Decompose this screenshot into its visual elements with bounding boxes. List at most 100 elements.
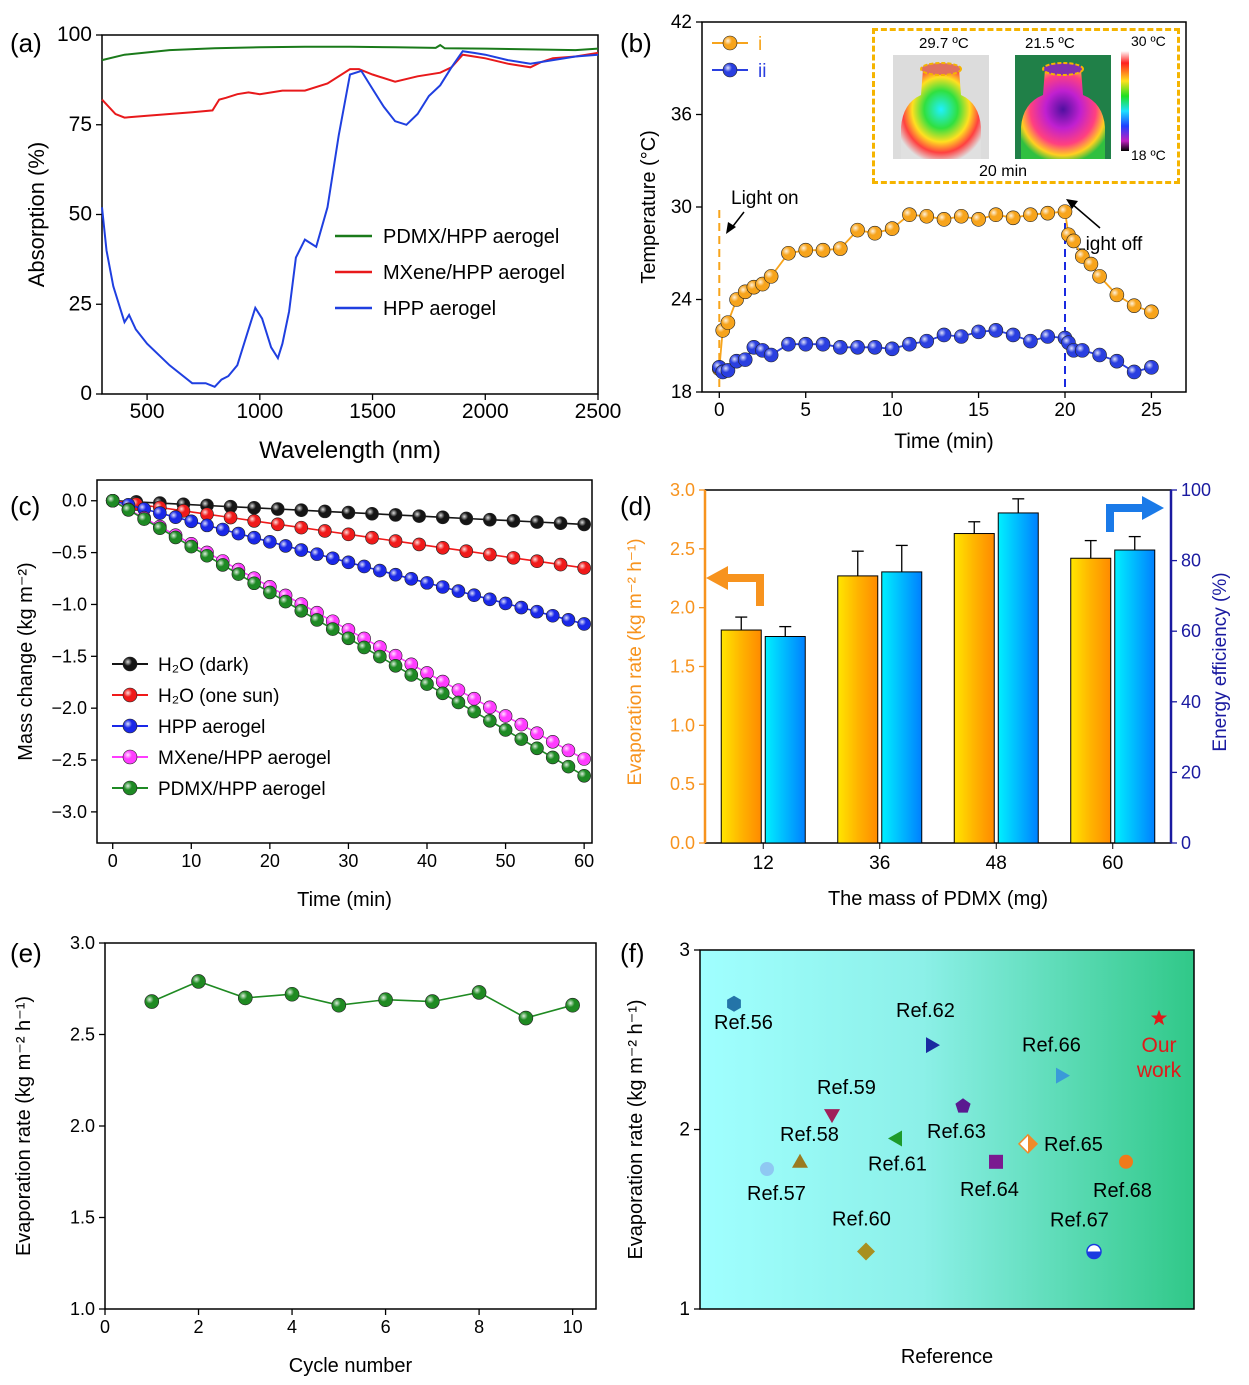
label-marker-ref-68: Ref.68 xyxy=(1093,1180,1152,1202)
series-2-point-shine xyxy=(499,596,513,610)
x-tick-label: 0 xyxy=(108,851,118,871)
series-0-point-shine xyxy=(365,507,379,521)
series-3-point-shine xyxy=(451,683,465,697)
x-tick-label: 2000 xyxy=(462,400,509,423)
plot-frame xyxy=(101,34,599,395)
y-right-tick-label: 0 xyxy=(1181,833,1191,853)
series-1-point-shine xyxy=(1023,334,1038,349)
series-0-point-shine xyxy=(798,243,813,258)
series-point-shine xyxy=(191,974,206,989)
series-point-shine xyxy=(144,994,159,1009)
series-3-point-shine xyxy=(561,743,575,757)
y-tick-label: 25 xyxy=(69,292,92,315)
x-tick-label: 1000 xyxy=(236,400,283,423)
series-0-point-shine xyxy=(867,226,882,241)
series-4-point-shine xyxy=(153,521,167,535)
series-1-point-shine xyxy=(1006,327,1021,342)
thermal-color-scale xyxy=(1121,51,1129,151)
series-1-point-shine xyxy=(1109,354,1124,369)
x-tick-label: 60 xyxy=(574,851,594,871)
series-1-point-shine xyxy=(816,337,830,352)
series-1-point-shine xyxy=(530,554,544,568)
x-axis-label: Time (min) xyxy=(894,430,994,453)
y-tick-label: −1.0 xyxy=(51,594,87,614)
x-tick-label: 15 xyxy=(968,400,989,421)
y-axis-label: Absorption (%) xyxy=(24,142,49,288)
x-axis-label: Reference xyxy=(901,1346,993,1368)
series-3-point-shine xyxy=(530,726,544,740)
series-0-point-shine xyxy=(436,510,450,524)
x-tick-label: 6 xyxy=(381,1317,391,1337)
x-axis-label: Cycle number xyxy=(289,1355,413,1377)
series-1-point-shine xyxy=(271,517,285,531)
marker-ref-62 xyxy=(926,1037,940,1054)
y-tick-label: 36 xyxy=(671,105,692,126)
x-axis-label: Wavelength (nm) xyxy=(259,437,441,464)
series-4-point-shine xyxy=(263,585,277,599)
marker-ref-58 xyxy=(792,1153,808,1168)
plot-frame xyxy=(104,942,597,1310)
series-4-point-shine xyxy=(231,567,245,581)
bar-1 xyxy=(881,571,923,844)
label-marker-ref-64: Ref.64 xyxy=(960,1179,1019,1201)
series-2-point-shine xyxy=(420,576,434,590)
x-tick-label: 5 xyxy=(800,400,811,421)
series-2-point-shine xyxy=(530,605,544,619)
series-2-point-shine xyxy=(279,539,293,553)
label-our-work-line1: Our xyxy=(1141,1034,1176,1057)
series-line-1 xyxy=(101,51,599,119)
series-0-point-shine xyxy=(554,516,568,530)
series-4-point-shine xyxy=(530,741,544,755)
arrowhead-light-off xyxy=(1066,199,1078,209)
series-0-point-shine xyxy=(1144,304,1159,319)
marker-ref-56 xyxy=(727,995,741,1012)
series-4-point-shine xyxy=(326,622,340,636)
series-0-point-shine xyxy=(1023,207,1038,222)
label-marker-ref-56: Ref.56 xyxy=(714,1012,773,1034)
series-2-point-shine xyxy=(169,510,183,524)
series-0-point-shine xyxy=(389,508,403,522)
series-1-point-shine xyxy=(318,524,332,538)
series-0-point-shine xyxy=(971,212,986,227)
y-tick-label: 1.0 xyxy=(70,1299,95,1319)
series-1-point-shine xyxy=(389,534,403,548)
series-0-point-shine xyxy=(530,515,544,529)
series-1-point-shine xyxy=(902,337,917,352)
series-1-point-shine xyxy=(971,324,986,339)
series-3-point-shine xyxy=(404,657,418,671)
x-tick-label: 10 xyxy=(563,1317,583,1337)
series-0-point-shine xyxy=(271,502,285,516)
y-tick-label: 1 xyxy=(679,1299,690,1320)
series-0-point-shine xyxy=(1058,204,1072,219)
label-marker-ref-59: Ref.59 xyxy=(817,1077,876,1099)
panel-label-d: (d) xyxy=(620,491,652,521)
series-3-point-shine xyxy=(577,752,591,766)
x-tick-label: 48 xyxy=(986,853,1007,874)
series-2-point-shine xyxy=(263,535,277,549)
series-4-point-shine xyxy=(106,494,120,508)
legend-marker-0-shine xyxy=(123,657,137,671)
arrow-to-left-axis xyxy=(726,574,764,606)
series-4-point-shine xyxy=(279,595,293,609)
series-2-point-shine xyxy=(451,584,465,598)
panel-label-c: (c) xyxy=(10,491,40,521)
series-4-point-shine xyxy=(420,677,434,691)
series-2-point-shine xyxy=(341,555,355,569)
series-3-point-shine xyxy=(483,700,497,714)
series-point-shine xyxy=(238,990,253,1005)
label-marker-ref-58: Ref.58 xyxy=(780,1124,839,1146)
series-0-point-shine xyxy=(1083,257,1098,272)
legend-marker-4-shine xyxy=(123,781,137,795)
series-1-point-shine xyxy=(459,544,473,558)
series-3-point-shine xyxy=(546,735,560,749)
series-2-point-shine xyxy=(200,518,214,532)
y-tick-label: 2.5 xyxy=(670,539,695,559)
series-0-point-shine xyxy=(816,243,830,258)
series-1-point-shine xyxy=(954,329,969,344)
series-1-point-shine xyxy=(412,537,426,551)
series-0-point-shine xyxy=(954,209,969,224)
series-0-point-shine xyxy=(902,207,917,222)
y-tick-label: −2.5 xyxy=(51,750,87,770)
annotation-light-off: Light off xyxy=(1075,234,1143,255)
